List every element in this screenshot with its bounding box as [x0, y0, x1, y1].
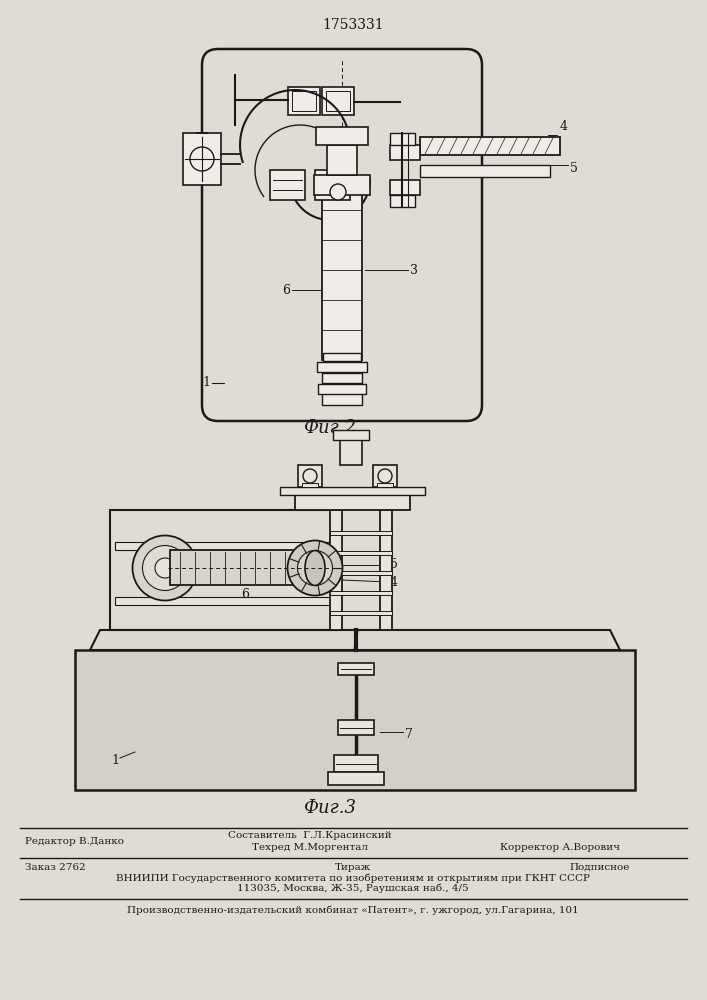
Text: 1: 1 [202, 376, 210, 389]
Text: Заказ 2762: Заказ 2762 [25, 862, 86, 871]
Bar [295, 495, 410, 510]
Text: 4: 4 [560, 120, 568, 133]
Circle shape [330, 184, 346, 200]
Bar [317, 362, 367, 372]
Text: Составитель  Г.Л.Красинский: Составитель Г.Л.Красинский [228, 832, 392, 840]
Polygon shape [90, 630, 620, 650]
Bar [316, 127, 368, 145]
Polygon shape [75, 650, 635, 790]
Bar [330, 611, 392, 615]
Bar [314, 175, 370, 195]
Bar [333, 430, 369, 440]
Text: Фиг.2: Фиг.2 [303, 419, 356, 437]
Bar [330, 531, 392, 535]
Bar [315, 170, 350, 200]
Bar [288, 87, 320, 115]
Bar [110, 510, 340, 630]
Text: 6: 6 [241, 588, 249, 601]
Bar [420, 165, 550, 177]
Text: ВНИИПИ Государственного комитета по изобретениям и открытиям при ГКНТ СССР: ВНИИПИ Государственного комитета по изоб… [116, 873, 590, 883]
Text: Производственно-издательский комбинат «Патент», г. ужгород, ул.Гагарина, 101: Производственно-издательский комбинат «П… [127, 905, 579, 915]
Ellipse shape [155, 558, 175, 578]
Ellipse shape [143, 546, 187, 590]
Text: 6: 6 [282, 284, 290, 296]
Bar [327, 145, 357, 175]
Bar [334, 755, 378, 772]
Bar [322, 393, 362, 405]
Bar [338, 720, 374, 735]
Bar [298, 465, 322, 487]
Text: Корректор А.Ворович: Корректор А.Ворович [500, 842, 620, 852]
Text: 1753331: 1753331 [322, 18, 384, 32]
Text: 1: 1 [111, 754, 119, 766]
Ellipse shape [305, 550, 325, 585]
Bar [330, 571, 392, 575]
Bar [330, 551, 392, 555]
Bar [340, 440, 362, 465]
Text: Подписное: Подписное [570, 862, 630, 871]
Bar [322, 180, 362, 360]
Bar [318, 384, 366, 394]
Text: Техред М.Моргентал: Техред М.Моргентал [252, 842, 368, 852]
Bar [115, 542, 335, 550]
Bar [270, 170, 305, 200]
Text: 113035, Москва, Ж-35, Раушская наб., 4/5: 113035, Москва, Ж-35, Раушская наб., 4/5 [237, 883, 469, 893]
Bar [390, 145, 420, 160]
Ellipse shape [132, 536, 197, 600]
Bar [322, 373, 362, 383]
Text: 3: 3 [410, 263, 418, 276]
Bar [115, 597, 335, 605]
Bar [338, 663, 374, 675]
Bar [377, 483, 393, 487]
Bar [280, 487, 425, 495]
Text: Редактор В.Данко: Редактор В.Данко [25, 838, 124, 846]
Bar [183, 133, 221, 185]
Bar [390, 195, 415, 207]
Bar [390, 180, 420, 195]
Text: 7: 7 [405, 728, 413, 742]
Text: 4: 4 [390, 576, 398, 588]
Bar [420, 137, 560, 155]
Bar [170, 550, 315, 585]
Bar [330, 591, 392, 595]
Text: Фиг.3: Фиг.3 [303, 799, 356, 817]
Ellipse shape [298, 550, 332, 585]
Bar [330, 510, 342, 630]
Bar [373, 465, 397, 487]
Text: 5: 5 [570, 161, 578, 174]
Bar [328, 772, 384, 785]
Text: 5: 5 [390, 558, 398, 572]
Bar [322, 87, 354, 115]
Ellipse shape [288, 540, 342, 595]
Bar [323, 353, 361, 361]
Bar [292, 91, 316, 111]
Bar [390, 133, 415, 145]
Text: Тираж: Тираж [335, 862, 371, 871]
Bar [326, 91, 350, 111]
Bar [302, 483, 318, 487]
Bar [380, 510, 392, 630]
